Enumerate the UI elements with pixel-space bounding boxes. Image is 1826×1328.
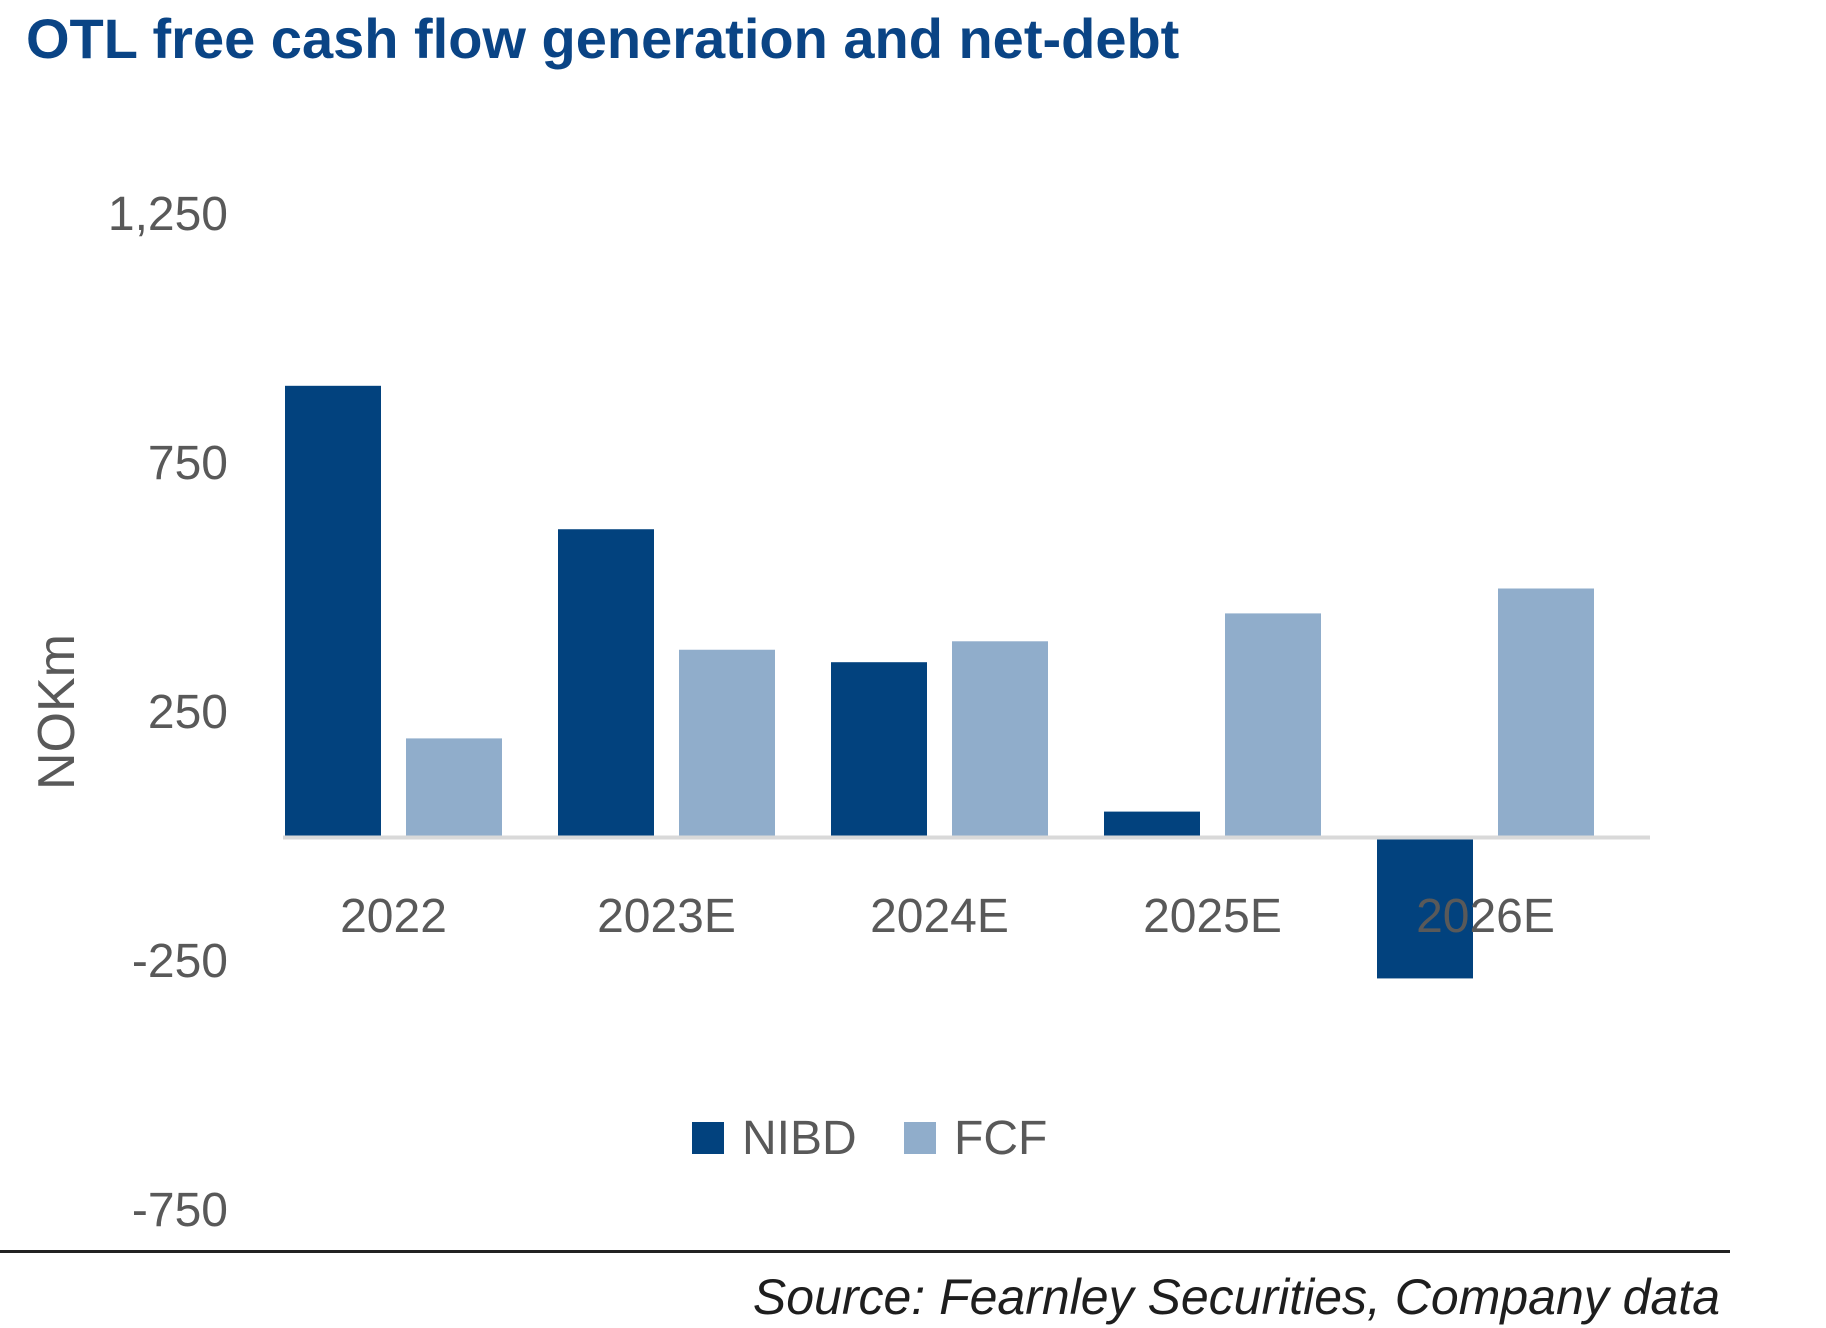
footer-divider: [0, 1250, 1730, 1253]
x-tick-label: 2023E: [597, 890, 736, 943]
legend-label-fcf: FCF: [954, 1112, 1047, 1165]
y-tick-label: 1,250: [108, 188, 228, 241]
bar-nibd-2026e: [1377, 836, 1473, 979]
y-axis-title: NOKm: [28, 634, 86, 790]
x-tick-label: 2025E: [1143, 890, 1282, 943]
y-tick-label: -750: [132, 1184, 228, 1237]
bar-fcf-2026e: [1498, 588, 1594, 837]
x-tick-label: 2024E: [870, 890, 1009, 943]
bar-nibd-2023e: [558, 529, 654, 837]
bar-nibd-2025e: [1104, 811, 1200, 837]
legend-swatch-nibd: [692, 1122, 724, 1154]
source-note: Source: Fearnley Securities, Company dat…: [752, 1269, 1720, 1325]
legend-swatch-fcf: [904, 1122, 936, 1154]
bar-nibd-2022: [285, 385, 381, 837]
bar-fcf-2023e: [679, 649, 775, 837]
y-tick-label: -250: [132, 935, 228, 988]
legend-label-nibd: NIBD: [742, 1112, 857, 1165]
chart-title: OTL free cash flow generation and net-de…: [26, 7, 1180, 70]
y-tick-label: 250: [148, 686, 228, 739]
bar-nibd-2024e: [831, 662, 927, 837]
bar-fcf-2024e: [952, 641, 1048, 837]
x-tick-label: 2026E: [1416, 890, 1555, 943]
bar-fcf-2025e: [1225, 613, 1321, 837]
bar-fcf-2022: [406, 738, 502, 837]
y-tick-label: 750: [148, 437, 228, 490]
x-tick-label: 2022: [340, 890, 447, 943]
